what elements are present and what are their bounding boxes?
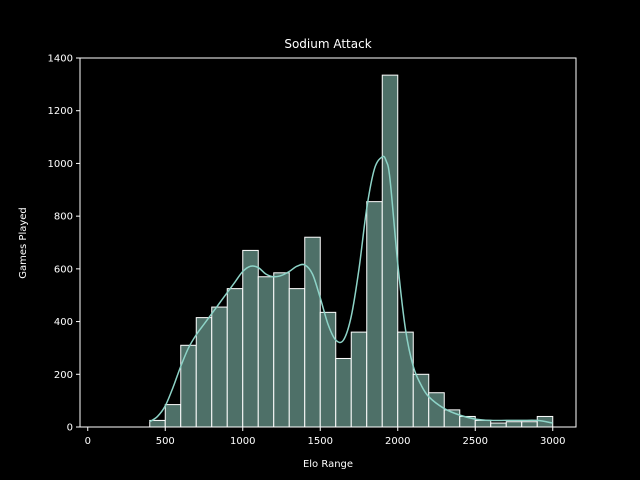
kde-curve <box>149 155 553 424</box>
histogram-bar <box>180 344 197 428</box>
x-tick-label: 3000 <box>540 436 565 447</box>
x-axis-label: Elo Range <box>303 459 353 470</box>
histogram-bar <box>412 373 430 428</box>
x-tick-label: 0 <box>85 436 91 447</box>
histogram-bar <box>397 331 414 428</box>
histogram-bar <box>288 288 306 428</box>
histogram-bar <box>164 404 182 428</box>
y-axis-ticks: 0 200 400 600 800 1000 1200 1400 <box>48 54 80 434</box>
x-tick-label: 2500 <box>463 436 488 447</box>
y-tick-label: 800 <box>54 212 73 223</box>
y-axis-label: Games Played <box>18 207 29 279</box>
histogram-bar <box>211 306 228 428</box>
histogram-bar <box>474 419 492 428</box>
histogram-bar <box>381 74 399 428</box>
histogram-bar <box>319 311 337 428</box>
histogram-bar <box>242 249 259 428</box>
bars-group <box>149 74 554 428</box>
y-tick-label: 0 <box>67 423 73 434</box>
x-tick-label: 2000 <box>385 436 410 447</box>
y-tick-label: 400 <box>54 317 73 328</box>
chart-title: Sodium Attack <box>284 37 371 51</box>
histogram-bar <box>428 392 445 428</box>
histogram-bar <box>350 331 368 428</box>
x-tick-label: 500 <box>156 436 175 447</box>
histogram-bar <box>257 276 275 428</box>
histogram-bar <box>335 357 352 428</box>
x-tick-label: 1500 <box>308 436 333 447</box>
histogram-bar <box>195 317 213 428</box>
histogram-bar <box>366 201 383 428</box>
histogram-bar <box>149 419 166 428</box>
histogram-bar <box>505 421 523 428</box>
axes-frame <box>79 57 577 428</box>
y-tick-label: 200 <box>54 370 73 381</box>
histogram-bar <box>226 288 244 428</box>
x-axis-ticks: 0 500 1000 1500 2000 2500 3000 <box>85 427 565 447</box>
histogram-bar <box>521 421 538 428</box>
kde-group <box>149 155 553 424</box>
histogram-bar <box>273 272 290 428</box>
x-tick-label: 1000 <box>230 436 255 447</box>
y-tick-label: 1200 <box>48 106 73 117</box>
histogram-bar <box>490 422 507 428</box>
y-tick-label: 1400 <box>48 54 73 65</box>
y-tick-label: 600 <box>54 264 73 275</box>
y-tick-label: 1000 <box>48 159 73 170</box>
